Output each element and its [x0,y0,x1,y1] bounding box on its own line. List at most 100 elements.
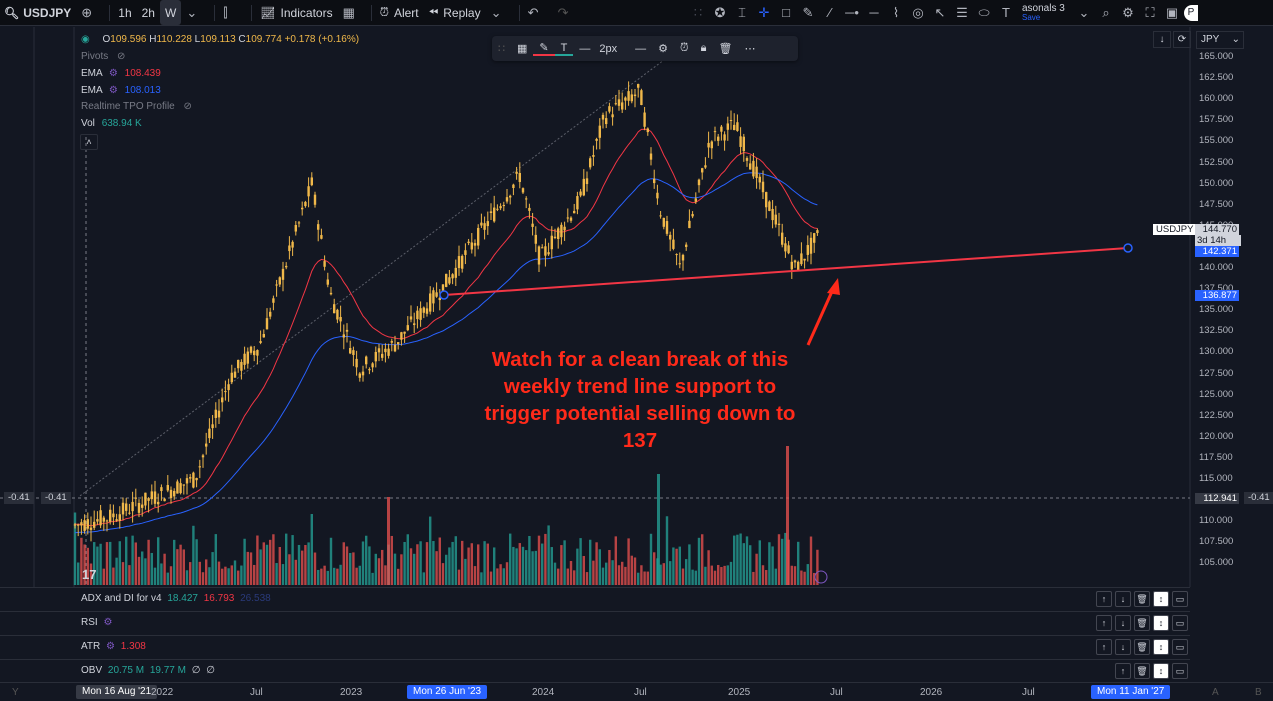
ema1-legend[interactable]: EMA ⚙ 108.439 [81,68,161,79]
move-up-icon[interactable]: ↑ [1115,663,1131,679]
maximize-icon[interactable]: ↕ [1153,591,1169,607]
list-icon[interactable]: ☰ [956,4,968,20]
trash-icon[interactable]: 🗑︎ [1134,663,1150,679]
time-axis[interactable]: Y Mon 16 Aug '21 2022 Jul 2023 Mon 26 Ju… [0,682,1273,701]
move-up-icon[interactable]: ↑ [1096,591,1112,607]
tpo-legend[interactable]: Realtime TPO Profile ⊘ [81,101,192,112]
text-cursor-icon[interactable]: ⌶ [738,4,746,20]
interval-1h-button[interactable]: 1h [118,5,132,20]
maximize-icon[interactable]: ↕ [1153,663,1169,679]
chevron-down-icon[interactable]: ⌄ [186,4,198,20]
fullscreen-icon[interactable]: ⛶ [1145,4,1155,20]
trash-icon[interactable]: 🗑︎ [1134,615,1150,631]
camera-icon[interactable]: ▣ [1165,4,1179,20]
candle-body [326,279,329,285]
maximize-icon[interactable]: ↕ [1153,615,1169,631]
price-axis[interactable]: 165.000 162.500 160.000 157.500 155.000 152.5… [1193,46,1243,586]
layout-name[interactable]: asonals 3 Save [1022,3,1072,22]
publish-button[interactable]: P [1184,4,1198,21]
collapse-icon[interactable]: ▭ [1172,591,1188,607]
adx-pane[interactable]: ADX and DI for v4 18.427 16.793 26.538 ↑… [0,587,1190,611]
move-down-icon[interactable]: ↓ [1115,615,1131,631]
price-chart[interactable]: 17 [0,27,1273,587]
star-icon[interactable]: ✪ [714,4,726,20]
volume-bar [361,541,365,585]
open-value: 109.596 [110,34,147,45]
tradingview-logo: 17 [82,567,96,582]
redo-icon[interactable]: ↷ [557,4,569,20]
line-color-icon[interactable]: ✎ [533,41,555,56]
atr-pane[interactable]: ATR ⚙ 1.308 ↑ ↓ 🗑︎ ↕ ▭ [0,635,1190,659]
symbol-search-button[interactable]: 🔍︎ USDJPY [0,0,76,25]
auto-scale-button[interactable]: A [1212,687,1219,698]
replay-button[interactable]: ⏪︎ Replay [424,0,486,25]
lock-icon[interactable]: 🔒︎ [700,42,707,54]
log-scale-button[interactable]: B [1255,687,1262,698]
settings-icon[interactable]: ⚙ [108,68,118,79]
template-icon[interactable]: ▦ [517,43,528,55]
rectangle-icon[interactable]: □ [782,5,790,20]
interval-w-button[interactable]: W [159,0,182,25]
line-width-button[interactable]: — 2px [573,43,629,55]
scroll-down-button[interactable]: ↓ [1153,31,1171,48]
drag-handle-icon[interactable]: ∷ [498,43,505,55]
interval-2h-button[interactable]: 2h [141,5,155,20]
close-value: 109.774 [245,34,282,45]
zoom-icon[interactable]: ⌕ [1102,4,1110,20]
collapse-icon[interactable]: ▭ [1172,615,1188,631]
more-icon[interactable]: ⋯ [744,43,756,55]
settings-icon[interactable]: ⚙ [106,641,116,652]
corner-button[interactable]: Y [12,687,19,698]
text-tool-icon[interactable]: T [1002,5,1010,20]
horizontal-ray-icon[interactable]: ─• [845,5,859,20]
settings-icon[interactable]: ⚙ [658,43,669,55]
templates-icon[interactable]: ▦ [342,4,355,20]
callout-icon[interactable]: ⬭ [978,4,990,20]
settings-icon[interactable]: ⚙ [108,85,118,96]
candles-icon[interactable]: ⫿ [223,4,228,20]
trend-line-icon[interactable]: ∕ [828,5,832,20]
chevron-down-icon[interactable]: ⌄ [490,4,502,20]
add-symbol-icon[interactable]: ⊕ [81,4,93,20]
undo-icon[interactable]: ↶ [527,4,539,20]
cursor-icon[interactable]: ↖ [934,4,946,20]
settings-icon[interactable]: ⚙ [103,617,113,628]
chevron-down-icon[interactable]: ⌄ [1078,4,1090,20]
pen-icon[interactable]: ✎ [802,4,814,20]
line-style-icon[interactable]: — [635,42,647,55]
trash-icon[interactable]: 🗑︎ [1134,639,1150,655]
trendline-annotation[interactable]: Watch for a clean break of this weekly t… [455,346,825,454]
horizontal-line-icon[interactable]: ─ [869,5,879,20]
trash-icon[interactable]: 🗑︎ [1134,591,1150,607]
target-icon[interactable]: ◎ [912,4,924,20]
collapse-legend-button[interactable]: ˄ [80,134,98,150]
candle-body [553,236,557,238]
move-up-icon[interactable]: ↑ [1096,615,1112,631]
collapse-icon[interactable]: ▭ [1172,663,1188,679]
volume-bar [105,542,109,585]
polyline-icon[interactable]: ⌇ [892,4,900,20]
move-up-icon[interactable]: ↑ [1096,639,1112,655]
alert-button[interactable]: ⏰︎ Alert [375,0,424,25]
eye-hidden-icon[interactable]: ⊘ [117,51,126,62]
eye-hidden-icon[interactable]: ⊘ [183,101,192,112]
rsi-pane[interactable]: RSI ⚙ ↑ ↓ 🗑︎ ↕ ▭ [0,611,1190,635]
obv-pane[interactable]: OBV 20.75 M 19.77 M ∅ ∅ ↑ 🗑︎ ↕ ▭ [0,659,1190,683]
settings-icon[interactable]: ⚙ [1122,4,1134,20]
move-down-icon[interactable]: ↓ [1115,591,1131,607]
alert-icon[interactable]: ⏰︎ [680,42,689,54]
collapse-icon[interactable]: ▭ [1172,639,1188,655]
move-down-icon[interactable]: ↓ [1115,639,1131,655]
indicators-button[interactable]: 📈︎ Indicators [255,0,337,25]
trash-icon[interactable]: 🗑︎ [718,43,733,55]
currency-selector[interactable]: JPY ⌄ [1196,31,1244,49]
crosshair-icon[interactable]: ✛ [758,4,770,20]
time-label-2025: 2025 [728,687,751,698]
reset-scale-button[interactable]: ⟳ [1173,31,1191,48]
text-color-icon[interactable]: T [554,42,574,56]
volume-legend[interactable]: Vol 638.94 K [81,118,142,129]
ema2-legend[interactable]: EMA ⚙ 108.013 [81,85,161,96]
maximize-icon[interactable]: ↕ [1153,639,1169,655]
pivots-legend[interactable]: Pivots ⊘ [81,51,125,62]
volume-label: Vol [81,118,95,129]
